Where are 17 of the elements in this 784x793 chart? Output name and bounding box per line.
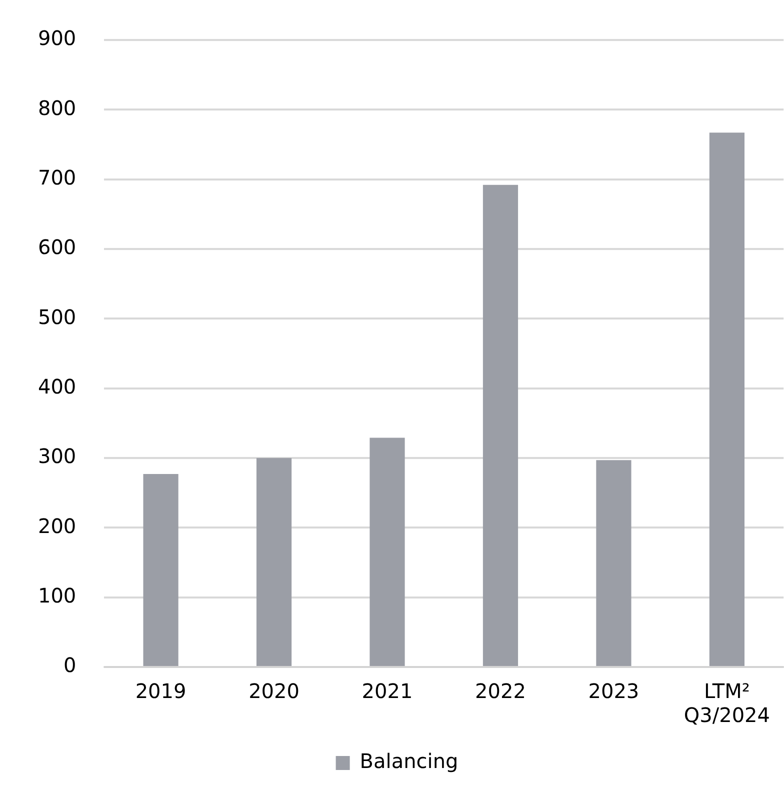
y-tick-label: 0 [63,653,76,678]
y-tick-label: 700 [38,166,76,190]
y-tick-label: 400 [38,374,76,399]
y-tick-label: 300 [38,444,76,468]
x-tick-label: 2020 [248,679,300,704]
y-tick-label: 600 [38,235,76,260]
y-tick-label: 500 [38,304,76,329]
y-tick-label: 100 [38,584,76,608]
x-tick-label: 2019 [135,679,186,704]
x-tick-label: LTM² Q3/2024 [684,679,770,728]
legend-label: Balancing [360,749,458,774]
y-tick-label: 800 [38,96,76,120]
y-tick-label: 200 [38,514,76,538]
x-tick-label: 2022 [475,679,526,704]
x-tick-label: 2023 [588,679,640,704]
x-tick-label: 2021 [362,679,413,704]
y-tick-label: 900 [38,26,76,50]
